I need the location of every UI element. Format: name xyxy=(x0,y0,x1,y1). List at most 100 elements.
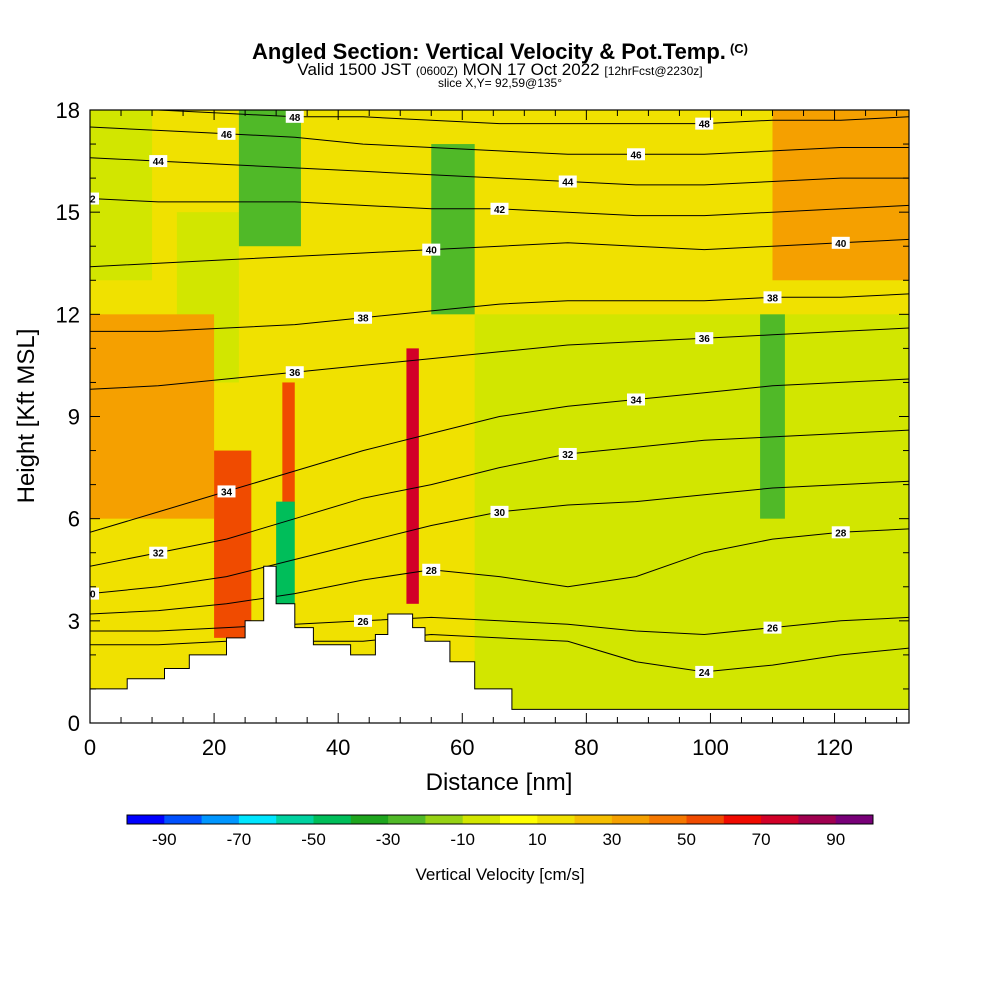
y-axis-title: Height [Kft MSL] xyxy=(13,329,40,504)
colorbar-swatch xyxy=(686,815,725,824)
isentrope-label: 44 xyxy=(153,157,165,168)
isentrope-label-bg xyxy=(90,192,99,205)
velocity-cell xyxy=(431,144,475,315)
isentrope-label-bg xyxy=(558,447,577,460)
chart-title: Angled Section: Vertical Velocity & Pot.… xyxy=(0,36,1000,65)
isentrope-label-bg xyxy=(285,110,304,123)
velocity-cell xyxy=(406,348,419,604)
isentrope-label: 36 xyxy=(699,334,711,345)
velocity-cell xyxy=(238,110,301,247)
isentrope-label: 30 xyxy=(494,508,506,519)
x-tick-label: 0 xyxy=(84,735,96,760)
isentrope-label: 34 xyxy=(221,487,233,498)
x-tick-label: 20 xyxy=(202,735,226,760)
colorbar-tick-label: 70 xyxy=(752,830,771,849)
isentrope-label-bg xyxy=(490,505,509,518)
isentrope-label: 38 xyxy=(767,293,779,304)
y-tick-label: 9 xyxy=(68,405,80,430)
isentrope-label-bg xyxy=(285,366,304,379)
isentrope-label: 26 xyxy=(767,624,779,635)
colorbar-swatch xyxy=(238,815,277,824)
colorbar-tick-label: -50 xyxy=(301,830,326,849)
isentrope-label: 40 xyxy=(426,246,438,257)
colorbar-tick-label: -70 xyxy=(227,830,252,849)
velocity-cell xyxy=(772,110,909,281)
forecast-info: [12hrFcst@2230z] xyxy=(604,64,703,78)
velocity-cell xyxy=(90,110,153,281)
colorbar-tick-label: 90 xyxy=(826,830,845,849)
y-tick-label: 6 xyxy=(68,507,80,532)
isentrope-label: 42 xyxy=(84,195,96,206)
isentrope-label: 40 xyxy=(835,239,847,250)
isentrope-label-bg xyxy=(217,485,236,498)
isentrope-label: 32 xyxy=(562,450,574,461)
colorbar-swatch xyxy=(276,815,314,824)
isentrope-line xyxy=(90,157,909,186)
x-tick-label: 100 xyxy=(692,735,729,760)
isentrope-label-bg xyxy=(90,587,99,600)
isentrope-label-bg xyxy=(217,127,236,140)
isentrope-label-bg xyxy=(763,291,782,304)
isentrope-label: 24 xyxy=(699,668,711,679)
isentrope-label-bg xyxy=(422,563,441,576)
isentrope-label: 28 xyxy=(426,566,438,577)
isentrope-label-bg xyxy=(558,175,577,188)
isentrope-label: 34 xyxy=(630,395,642,406)
isentrope-line xyxy=(90,528,909,615)
velocity-cell xyxy=(474,314,909,723)
isentrope-line xyxy=(90,110,909,125)
isentrope-label-bg xyxy=(831,526,850,539)
isentrope-label: 26 xyxy=(357,617,369,628)
valid-time: Valid 1500 JST xyxy=(297,60,412,79)
colorbar-swatch xyxy=(761,815,799,824)
isentrope-label-bg xyxy=(627,393,645,406)
valid-utc: (0600Z) xyxy=(415,64,458,78)
velocity-cell xyxy=(90,314,215,519)
colorbar-swatch xyxy=(500,815,538,824)
isentrope-label-bg xyxy=(695,332,714,345)
y-tick-label: 18 xyxy=(56,98,80,123)
isentrope-label: 36 xyxy=(289,368,301,379)
isentrope-label: 46 xyxy=(221,130,233,141)
isentrope-label: 48 xyxy=(289,113,301,124)
colorbar-swatch xyxy=(127,815,165,824)
isentrope-line xyxy=(90,327,909,390)
chart-title-unit: (C) xyxy=(729,41,748,56)
isentrope-label-bg xyxy=(149,155,168,168)
colorbar-swatch xyxy=(798,815,837,824)
colorbar-swatch xyxy=(350,815,389,824)
isentrope-label: 32 xyxy=(153,549,165,560)
colorbar-swatch xyxy=(164,815,203,824)
isentrope-contours: 2424262628283030323234343636383840404242… xyxy=(84,110,909,679)
colorbar-swatch xyxy=(462,815,501,824)
colorbar-tick-label: 10 xyxy=(528,830,547,849)
chart-subtitle: Valid 1500 JST (0600Z) MON 17 Oct 2022 [… xyxy=(0,60,1000,81)
colorbar-swatch xyxy=(611,815,650,824)
colorbar: -90 -70 -50 -30 -10 10 30 50 70 90 xyxy=(126,814,874,849)
colorbar-swatch xyxy=(388,815,426,824)
colorbar-tick-label: -10 xyxy=(450,830,475,849)
x-axis: 0 20 40 60 80 100 120 xyxy=(84,110,898,760)
isentrope-label: 30 xyxy=(84,590,96,601)
colorbar-swatch xyxy=(835,815,874,824)
y-tick-label: 15 xyxy=(56,200,80,225)
isentrope-label-bg xyxy=(627,148,645,161)
isentrope-label-bg xyxy=(354,311,372,324)
velocity-cell xyxy=(282,382,295,519)
y-tick-label: 0 xyxy=(68,711,80,736)
colorbar-swatch xyxy=(201,815,240,824)
terrain xyxy=(90,565,909,723)
isentrope-label: 48 xyxy=(699,120,711,131)
x-tick-label: 120 xyxy=(816,735,853,760)
valid-date: MON 17 Oct 2022 xyxy=(462,60,600,79)
colorbar-swatch xyxy=(425,815,464,824)
x-tick-label: 80 xyxy=(574,735,598,760)
colorbar-swatch xyxy=(574,815,613,824)
isentrope-label-bg xyxy=(695,665,714,678)
isentrope-label-bg xyxy=(695,117,714,130)
isentrope-label-bg xyxy=(422,243,441,256)
colorbar-swatch xyxy=(537,815,576,824)
isentrope-label-bg xyxy=(149,546,168,559)
